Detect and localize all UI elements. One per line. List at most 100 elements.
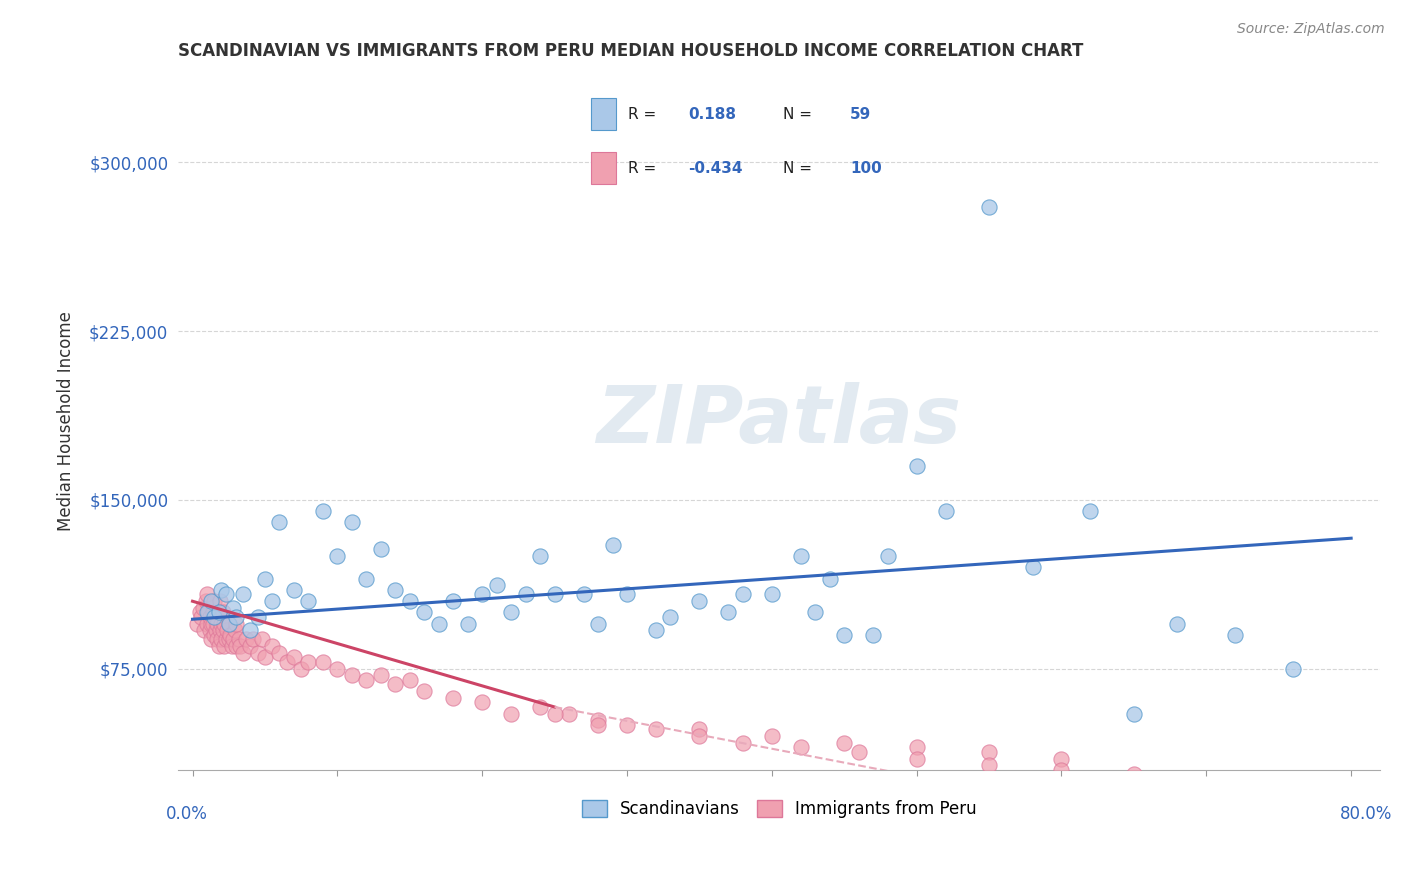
Point bbox=[239, 624, 262, 638]
Point bbox=[485, 578, 508, 592]
Point bbox=[246, 646, 269, 660]
Point bbox=[804, 606, 827, 620]
Point bbox=[269, 516, 291, 530]
Point bbox=[427, 616, 450, 631]
Point bbox=[761, 587, 783, 601]
Point bbox=[207, 639, 229, 653]
Point bbox=[195, 616, 218, 631]
Point bbox=[202, 628, 225, 642]
Point bbox=[645, 723, 668, 737]
Point bbox=[356, 572, 378, 586]
Point bbox=[194, 594, 217, 608]
Point bbox=[370, 542, 392, 557]
Point bbox=[688, 594, 710, 608]
Point bbox=[232, 646, 254, 660]
Point bbox=[616, 718, 638, 732]
Point bbox=[688, 723, 710, 737]
Point bbox=[1050, 763, 1073, 777]
Point bbox=[340, 668, 363, 682]
Point bbox=[586, 718, 609, 732]
Point bbox=[1195, 774, 1218, 789]
Point bbox=[1122, 706, 1144, 721]
Point bbox=[312, 655, 335, 669]
Point bbox=[188, 606, 211, 620]
Point bbox=[1021, 560, 1043, 574]
Point bbox=[413, 606, 436, 620]
Point bbox=[1050, 752, 1073, 766]
Point bbox=[224, 624, 246, 638]
Point bbox=[731, 587, 754, 601]
Point bbox=[262, 594, 284, 608]
Point bbox=[441, 691, 464, 706]
Point bbox=[204, 624, 226, 638]
Point bbox=[935, 504, 957, 518]
Point bbox=[862, 628, 884, 642]
Point bbox=[876, 549, 898, 564]
Point bbox=[1166, 616, 1188, 631]
Point bbox=[200, 632, 222, 647]
Point bbox=[832, 628, 855, 642]
Point bbox=[217, 624, 239, 638]
Point bbox=[616, 587, 638, 601]
Point bbox=[215, 632, 238, 647]
Point bbox=[326, 662, 349, 676]
Point bbox=[222, 632, 245, 647]
Point bbox=[659, 610, 682, 624]
Point bbox=[195, 587, 218, 601]
Point bbox=[688, 729, 710, 743]
Point bbox=[501, 606, 523, 620]
Point bbox=[312, 504, 335, 518]
Point bbox=[543, 706, 565, 721]
Point bbox=[290, 662, 312, 676]
Point bbox=[235, 632, 257, 647]
Point bbox=[215, 587, 238, 601]
Point bbox=[218, 616, 240, 631]
Point bbox=[1340, 785, 1362, 799]
Point bbox=[211, 632, 233, 647]
Point bbox=[193, 624, 215, 638]
Point bbox=[370, 668, 392, 682]
Point bbox=[225, 616, 247, 631]
Point bbox=[200, 594, 222, 608]
Point bbox=[790, 549, 813, 564]
Point bbox=[212, 624, 235, 638]
Text: 80.0%: 80.0% bbox=[1340, 805, 1392, 822]
Point bbox=[413, 684, 436, 698]
Point bbox=[202, 610, 225, 624]
Point bbox=[211, 616, 233, 631]
Point bbox=[218, 632, 240, 647]
Point bbox=[200, 616, 222, 631]
Point bbox=[198, 624, 221, 638]
Point bbox=[529, 549, 551, 564]
Point bbox=[195, 606, 218, 620]
Point bbox=[848, 745, 870, 759]
Point bbox=[239, 639, 262, 653]
Point bbox=[297, 655, 319, 669]
Point bbox=[977, 745, 1000, 759]
Point bbox=[586, 616, 609, 631]
Point bbox=[269, 646, 291, 660]
Point bbox=[250, 632, 273, 647]
Point bbox=[222, 601, 245, 615]
Point bbox=[283, 650, 305, 665]
Point bbox=[586, 714, 609, 728]
Legend: Scandinavians, Immigrants from Peru: Scandinavians, Immigrants from Peru bbox=[575, 793, 983, 824]
Point bbox=[572, 587, 595, 601]
Point bbox=[262, 639, 284, 653]
Point bbox=[977, 201, 1000, 215]
Point bbox=[297, 594, 319, 608]
Point bbox=[384, 677, 406, 691]
Point bbox=[228, 632, 250, 647]
Text: ZIPatlas: ZIPatlas bbox=[596, 382, 962, 460]
Point bbox=[225, 610, 247, 624]
Point bbox=[207, 606, 229, 620]
Point bbox=[1080, 504, 1102, 518]
Point bbox=[214, 616, 236, 631]
Point bbox=[905, 459, 928, 474]
Point bbox=[212, 606, 235, 620]
Point bbox=[602, 538, 624, 552]
Point bbox=[731, 736, 754, 750]
Point bbox=[384, 582, 406, 597]
Point bbox=[645, 624, 668, 638]
Y-axis label: Median Household Income: Median Household Income bbox=[58, 311, 75, 531]
